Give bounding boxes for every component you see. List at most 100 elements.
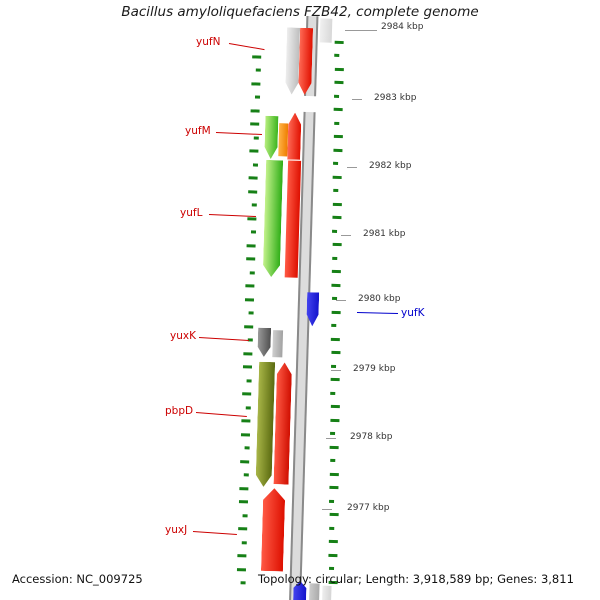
tick-mark — [242, 514, 248, 518]
tick-mark — [332, 242, 342, 247]
tick-mark — [331, 296, 337, 300]
tick-mark — [240, 460, 250, 464]
tick-mark — [243, 473, 249, 477]
page-title: Bacillus amyloliquefaciens FZB42, comple… — [121, 4, 479, 20]
feature-yufN-gray[interactable] — [285, 27, 300, 94]
tick-mark — [244, 446, 250, 450]
tick-mark — [332, 175, 343, 180]
tick-mark — [249, 271, 255, 275]
feature-yufM-orange[interactable] — [278, 123, 289, 157]
feature-top-light[interactable] — [319, 18, 333, 43]
tick-mark — [240, 433, 251, 437]
status-bar: Accession: NC_009725 Topology: circular;… — [0, 570, 600, 592]
gene-label[interactable]: yufN — [196, 36, 221, 48]
tick-mark — [330, 391, 336, 395]
tick-mark — [244, 325, 254, 329]
tick-mark — [244, 298, 255, 302]
tick-mark — [331, 337, 341, 342]
tick-mark — [242, 392, 252, 396]
tick-mark — [332, 256, 338, 260]
tick-mark — [241, 419, 251, 423]
feature-red-e[interactable] — [274, 362, 293, 484]
tick-mark — [255, 68, 261, 72]
tick-mark — [237, 554, 247, 558]
tick-mark — [243, 352, 253, 356]
gene-label[interactable]: pbpD — [165, 405, 194, 417]
tick-mark — [332, 188, 338, 192]
tick-mark — [328, 526, 334, 530]
tick-mark — [329, 485, 339, 490]
tick-mark — [252, 55, 262, 59]
tick-mark — [331, 323, 337, 327]
tick-mark — [329, 472, 339, 477]
tick-mark — [241, 541, 247, 545]
status-topology: Topology: circular; Length: 3,918,589 bp… — [258, 572, 574, 586]
tick-mark — [332, 202, 342, 207]
feature-yuxK-gray-light[interactable] — [272, 330, 284, 358]
tick-mark — [333, 161, 339, 165]
tick-mark — [242, 365, 253, 369]
tick-mark — [331, 283, 341, 288]
tick-mark — [253, 136, 259, 140]
tick-mark — [330, 431, 336, 435]
tick-mark — [333, 107, 343, 112]
tick-mark — [245, 406, 251, 410]
tick-mark — [334, 94, 340, 98]
gene-label[interactable]: yuxJ — [165, 524, 188, 536]
tick-mark — [238, 500, 249, 504]
feature-yuxK-gray-dark[interactable] — [257, 328, 271, 357]
tick-mark — [250, 122, 260, 126]
tick-mark — [328, 539, 338, 544]
tick-mark — [330, 364, 336, 368]
tick-mark — [329, 445, 339, 450]
tick-mark — [247, 217, 257, 221]
tick-mark — [247, 338, 253, 342]
tick-mark — [248, 176, 258, 180]
tick-mark — [238, 527, 248, 531]
tick-mark — [331, 350, 341, 355]
tick-mark — [330, 377, 340, 382]
tick-mark — [329, 512, 339, 517]
tick-mark — [334, 53, 340, 57]
tick-mark — [251, 203, 257, 207]
tick-mark — [334, 67, 344, 72]
tick-mark — [248, 190, 258, 194]
tick-mark — [330, 418, 340, 423]
feature-yuxJ-red[interactable] — [261, 488, 285, 572]
tick-mark — [245, 284, 255, 288]
tick-mark — [250, 109, 260, 113]
tick-mark — [333, 148, 343, 153]
tick-mark — [249, 149, 259, 153]
tick-mark — [246, 379, 252, 383]
feature-pbpD-olive[interactable] — [255, 362, 275, 487]
tick-mark — [333, 121, 339, 125]
tick-mark — [246, 257, 256, 261]
feature-yufL-green[interactable] — [263, 160, 283, 277]
tick-mark — [329, 458, 335, 462]
feature-red-b[interactable] — [287, 112, 301, 159]
tick-mark — [252, 163, 259, 167]
tick-mark — [328, 553, 338, 558]
tick-mark — [250, 230, 257, 234]
tick-mark — [254, 95, 261, 99]
tick-mark — [239, 487, 249, 491]
tick-mark — [331, 269, 341, 274]
tick-mark — [329, 499, 335, 503]
tick-mark — [331, 310, 341, 315]
genome-track[interactable] — [175, 0, 433, 600]
gene-label[interactable]: yuxK — [170, 330, 196, 342]
gene-label[interactable]: yufM — [185, 125, 211, 137]
gene-label[interactable]: yufL — [180, 207, 203, 219]
tick-mark — [330, 404, 340, 409]
gene-label[interactable]: yufK — [401, 307, 425, 319]
tick-mark — [332, 229, 338, 233]
tick-mark — [248, 311, 254, 315]
tick-mark — [333, 134, 343, 139]
status-accession: Accession: NC_009725 — [12, 572, 143, 586]
tick-mark — [246, 244, 256, 248]
feature-yufM-green[interactable] — [264, 116, 278, 159]
tick-mark — [334, 40, 344, 45]
tick-mark — [251, 82, 261, 86]
tick-mark — [332, 215, 342, 220]
